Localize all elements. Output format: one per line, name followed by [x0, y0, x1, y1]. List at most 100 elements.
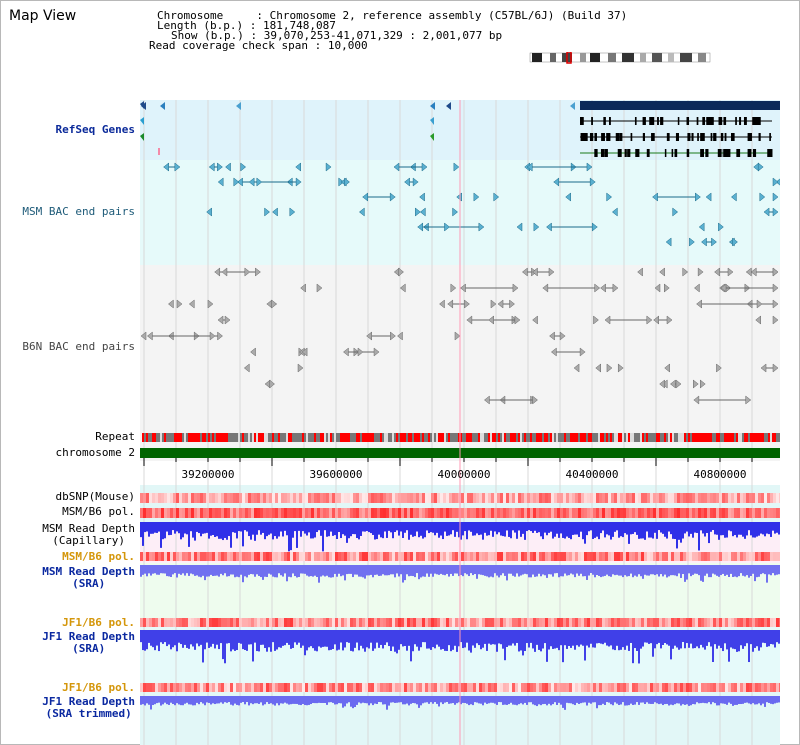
- heatmap-cell: [656, 618, 659, 627]
- track-label-repeat[interactable]: Repeat: [95, 430, 135, 443]
- msm-end-marker: [163, 162, 169, 172]
- depth-bar: [576, 565, 578, 574]
- heatmap-cell: [740, 508, 743, 518]
- heatmap-cell: [275, 508, 278, 518]
- heatmap-cell: [419, 493, 422, 503]
- track-label-refseq[interactable]: RefSeq Genes: [55, 123, 135, 136]
- heatmap-cell: [356, 493, 359, 503]
- heatmap-cell: [578, 618, 581, 627]
- depth-bar: [514, 630, 516, 646]
- depth-bar: [778, 696, 780, 703]
- heatmap-cell: [524, 683, 527, 692]
- heatmap-cell: [773, 683, 776, 692]
- track-label-jf1-depth-sra[interactable]: JF1 Read Depth (SRA): [42, 631, 135, 655]
- b6n-end-marker: [714, 267, 720, 277]
- heatmap-cell: [545, 552, 548, 561]
- heatmap-cell: [632, 683, 635, 692]
- chromosome-ideogram[interactable]: [528, 52, 714, 64]
- heatmap-cell: [176, 618, 179, 627]
- depth-bar: [202, 522, 204, 534]
- track-label-msm-depth-capillary[interactable]: MSM Read Depth (Capillary): [42, 523, 135, 547]
- heatmap-cell: [599, 552, 602, 561]
- repeat-cell: [240, 433, 242, 442]
- heatmap-cell: [602, 493, 605, 503]
- track-label-msm-pol-2[interactable]: MSM/B6 pol.: [62, 550, 135, 563]
- depth-bar: [628, 522, 630, 544]
- heatmap-cell: [584, 683, 587, 692]
- repeat-cell: [390, 433, 392, 442]
- track-label-b6n-bac[interactable]: B6N BAC end pairs: [22, 340, 135, 353]
- heatmap-cell: [440, 493, 443, 503]
- depth-bar: [154, 522, 156, 533]
- b6n-end-marker: [316, 283, 323, 293]
- depth-bar: [348, 522, 350, 539]
- heatmap-cell: [296, 508, 299, 518]
- depth-bar: [560, 630, 562, 646]
- depth-bar: [362, 522, 364, 532]
- heatmap-cell: [248, 618, 251, 627]
- heatmap-cell: [758, 683, 761, 692]
- depth-bar: [658, 630, 660, 643]
- heatmap-cell: [764, 683, 767, 692]
- depth-bar: [154, 696, 156, 705]
- heatmap-cell: [578, 493, 581, 503]
- depth-bar: [396, 630, 398, 654]
- heatmap-cell: [260, 508, 263, 518]
- track-label-msm-bac[interactable]: MSM BAC end pairs: [22, 205, 135, 218]
- depth-bar: [144, 630, 146, 651]
- depth-bar: [762, 696, 764, 704]
- repeat-cell: [350, 433, 352, 442]
- heatmap-cell: [416, 493, 419, 503]
- heatmap-cell: [308, 508, 311, 518]
- depth-bar: [430, 522, 432, 533]
- depth-bar: [422, 565, 424, 577]
- repeat-cell: [232, 433, 234, 442]
- heatmap-cell: [659, 618, 662, 627]
- track-label-jf1-pol-2[interactable]: JF1/B6 pol.: [62, 681, 135, 694]
- depth-bar: [154, 565, 156, 574]
- heatmap-tracks: [140, 493, 780, 692]
- heatmap-cell: [287, 493, 290, 503]
- depth-bar: [720, 522, 722, 536]
- depth-bar: [372, 696, 374, 706]
- heatmap-cell: [440, 683, 443, 692]
- heatmap-cell: [212, 683, 215, 692]
- heatmap-cell: [500, 552, 503, 561]
- track-label-dbsnp[interactable]: dbSNP(Mouse): [55, 490, 135, 503]
- depth-bar: [548, 696, 550, 704]
- b6n-end-marker: [522, 267, 528, 277]
- msm-end-marker: [452, 207, 458, 217]
- depth-bar: [220, 630, 222, 644]
- depth-bar: [168, 522, 170, 536]
- depth-bar: [638, 630, 640, 664]
- track-label-msm-pol-1[interactable]: MSM/B6 pol.: [62, 505, 135, 518]
- track-label-jf1-pol-1[interactable]: JF1/B6 pol.: [62, 616, 135, 629]
- heatmap-cell: [542, 493, 545, 503]
- depth-bar: [362, 696, 364, 703]
- repeat-cell: [466, 433, 468, 442]
- heatmap-cell: [677, 618, 680, 627]
- depth-bar: [740, 630, 742, 646]
- track-label-chromosome[interactable]: chromosome 2: [55, 446, 135, 459]
- exon: [726, 149, 731, 157]
- msm-end-marker: [174, 162, 181, 172]
- msm-end-marker: [586, 162, 593, 172]
- heatmap-cell: [338, 508, 341, 518]
- depth-bar: [462, 630, 464, 649]
- track-label-jf1-depth-trimmed[interactable]: JF1 Read Depth (SRA trimmed): [42, 696, 135, 720]
- exon: [691, 133, 694, 141]
- heatmap-cell: [758, 508, 761, 518]
- depth-bar: [626, 630, 628, 646]
- depth-bar: [348, 630, 350, 643]
- depth-bar: [428, 630, 430, 649]
- heatmap-cell: [656, 552, 659, 561]
- track-label-msm-depth-sra[interactable]: MSM Read Depth (SRA): [42, 566, 135, 590]
- heatmap-cell: [779, 493, 780, 503]
- heatmap-cell: [425, 618, 428, 627]
- depth-bar: [302, 630, 304, 646]
- heatmap-cell: [722, 683, 725, 692]
- depth-bar: [684, 696, 686, 705]
- depth-bar: [518, 696, 520, 705]
- genome-track-area[interactable]: [140, 100, 780, 745]
- b6n-end-marker: [612, 283, 619, 293]
